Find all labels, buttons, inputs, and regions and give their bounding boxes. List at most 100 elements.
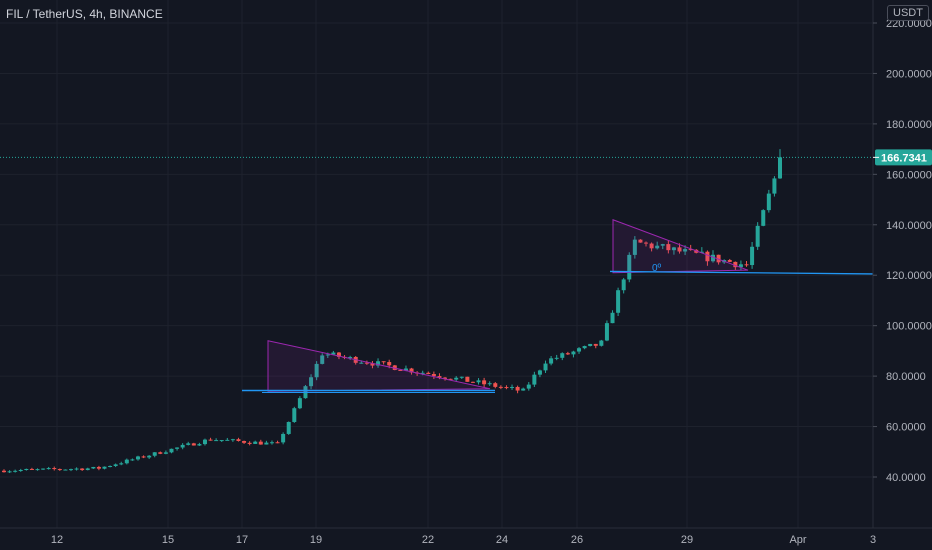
candle-body xyxy=(230,439,235,441)
candle-body xyxy=(560,353,565,358)
x-tick-label: 26 xyxy=(571,534,583,546)
candle-body xyxy=(465,376,470,382)
candle-body xyxy=(711,254,716,262)
candle-body xyxy=(102,466,107,469)
candle-body xyxy=(253,441,258,444)
candle-body xyxy=(716,254,721,263)
candle-body xyxy=(627,254,632,280)
candle-body xyxy=(29,468,34,470)
x-tick-label: 12 xyxy=(51,534,63,546)
candle-body xyxy=(292,408,297,422)
x-tick-label: 22 xyxy=(422,534,434,546)
candle-body xyxy=(644,242,649,244)
candle-body xyxy=(515,386,520,391)
candle-body xyxy=(297,398,302,409)
candle-body xyxy=(219,440,224,442)
candle-body xyxy=(175,447,180,449)
candle-body xyxy=(124,459,129,464)
candle-body xyxy=(74,468,79,470)
y-tick-label: 220.0000 xyxy=(886,18,932,30)
candle-body xyxy=(571,351,576,355)
candle-body xyxy=(202,439,207,445)
candle-body xyxy=(381,361,386,363)
candle-body xyxy=(236,439,241,442)
candle-body xyxy=(359,362,364,364)
candle-body xyxy=(158,452,163,454)
y-tick-label: 160.0000 xyxy=(886,169,932,181)
candle-body xyxy=(52,468,57,470)
candle-body xyxy=(510,386,515,388)
x-tick-label: 3 xyxy=(870,534,876,546)
candle-body xyxy=(169,448,174,453)
last-price-badge xyxy=(875,149,932,166)
candle-body xyxy=(258,441,263,445)
symbol-title: FIL / TetherUS, 4h, BINANCE xyxy=(6,7,163,21)
candle-body xyxy=(336,352,341,357)
candle-body xyxy=(577,348,582,352)
y-tick-label: 40.0000 xyxy=(886,472,926,484)
candle-body xyxy=(554,357,559,359)
candle-body xyxy=(604,323,609,341)
candle-body xyxy=(649,243,654,249)
candle-body xyxy=(683,249,688,252)
candle-body xyxy=(660,244,665,246)
candle-body xyxy=(135,456,140,460)
candle-body xyxy=(57,469,62,471)
candle-body xyxy=(549,358,554,364)
candle-body xyxy=(24,468,29,470)
candle-body xyxy=(755,225,760,247)
candle-body xyxy=(476,380,481,383)
candle-body xyxy=(46,468,51,470)
candle-body xyxy=(275,442,280,444)
candle-body xyxy=(431,374,436,377)
candle-body xyxy=(141,456,146,458)
candle-body xyxy=(699,251,704,253)
candle-body xyxy=(163,452,168,454)
candle-body xyxy=(152,452,157,456)
candle-body xyxy=(632,239,637,255)
candle-body xyxy=(705,251,710,262)
candle-body xyxy=(108,466,113,468)
candle-body xyxy=(7,471,12,473)
candle-body xyxy=(426,372,431,375)
candle-body xyxy=(521,388,526,391)
candle-body xyxy=(454,377,459,380)
candle-body xyxy=(537,370,542,375)
price-axis[interactable] xyxy=(873,0,932,550)
candle-body xyxy=(113,464,118,467)
candle-body xyxy=(482,380,487,385)
candle-body xyxy=(387,362,392,366)
candle-body xyxy=(487,383,492,385)
support-line[interactable] xyxy=(609,270,874,275)
candle-body xyxy=(470,381,475,383)
candle-body xyxy=(214,440,219,442)
candle-body xyxy=(286,421,291,434)
currency-button[interactable]: USDT xyxy=(887,5,929,21)
pattern-label: 0º xyxy=(652,263,662,274)
candle-body xyxy=(80,468,85,471)
x-tick-label: 17 xyxy=(236,534,248,546)
candle-body xyxy=(186,443,191,445)
candle-body xyxy=(68,469,73,471)
y-tick-label: 80.0000 xyxy=(886,371,926,383)
last-price-label: 166.7341 xyxy=(881,152,927,164)
candle-body xyxy=(437,376,442,378)
candle-body xyxy=(370,363,375,366)
y-tick-label: 60.0000 xyxy=(886,422,926,434)
candle-body xyxy=(91,466,96,469)
candle-body xyxy=(2,470,6,473)
candle-body xyxy=(750,246,755,266)
candle-body xyxy=(738,264,743,268)
candle-body xyxy=(621,279,626,291)
pattern-triangle[interactable] xyxy=(612,219,749,274)
pattern-triangle[interactable] xyxy=(267,340,491,392)
candle-body xyxy=(180,444,185,448)
x-tick-label: 24 xyxy=(496,534,508,546)
candle-body xyxy=(493,383,498,387)
candle-body xyxy=(191,443,196,446)
x-tick-label: 15 xyxy=(162,534,174,546)
candle-body xyxy=(41,468,46,470)
candle-body xyxy=(733,261,738,268)
candle-body xyxy=(96,466,101,469)
